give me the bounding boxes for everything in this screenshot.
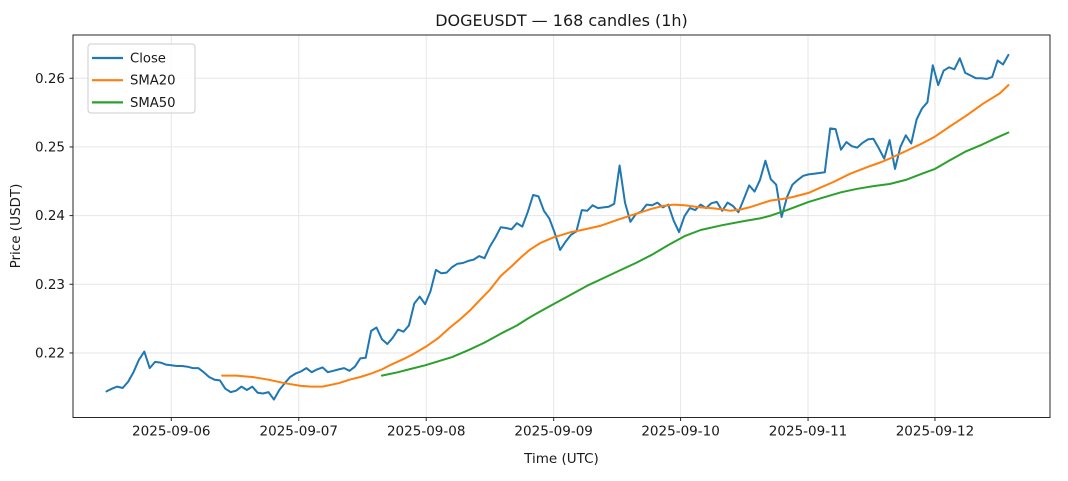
x-tick-label: 2025-09-12 [896, 424, 974, 440]
sma50-line [380, 131, 1010, 377]
x-tick-label: 2025-09-11 [769, 424, 847, 440]
chart-title: DOGEUSDT — 168 candles (1h) [435, 11, 688, 30]
axis-ticks: 2025-09-06 2025-09-07 2025-09-08 2025-09-09… [35, 71, 974, 440]
legend: Close SMA20 SMA50 [87, 43, 196, 114]
y-tick-label: 0.26 [35, 71, 65, 87]
legend-label-sma20: SMA20 [130, 74, 176, 89]
x-axis-label: Time (UTC) [523, 451, 599, 467]
legend-box [87, 43, 196, 114]
x-tick-label: 2025-09-09 [514, 424, 592, 440]
close-line [105, 53, 1010, 401]
plot-border [72, 34, 1051, 418]
y-tick-label: 0.22 [35, 345, 65, 361]
y-tick-label: 0.23 [35, 277, 65, 293]
y-tick-label: 0.24 [35, 208, 65, 224]
series-lines [105, 53, 1010, 401]
x-tick-label: 2025-09-07 [260, 424, 338, 440]
legend-label-close: Close [130, 52, 166, 67]
y-tick-label: 0.25 [35, 139, 65, 155]
x-tick-label: 2025-09-08 [387, 424, 465, 440]
sma20-line [221, 84, 1010, 388]
legend-label-sma50: SMA50 [130, 96, 176, 111]
x-tick-label: 2025-09-06 [132, 424, 210, 440]
y-axis-label: Price (USDT) [8, 184, 24, 269]
x-tick-label: 2025-09-10 [641, 424, 719, 440]
